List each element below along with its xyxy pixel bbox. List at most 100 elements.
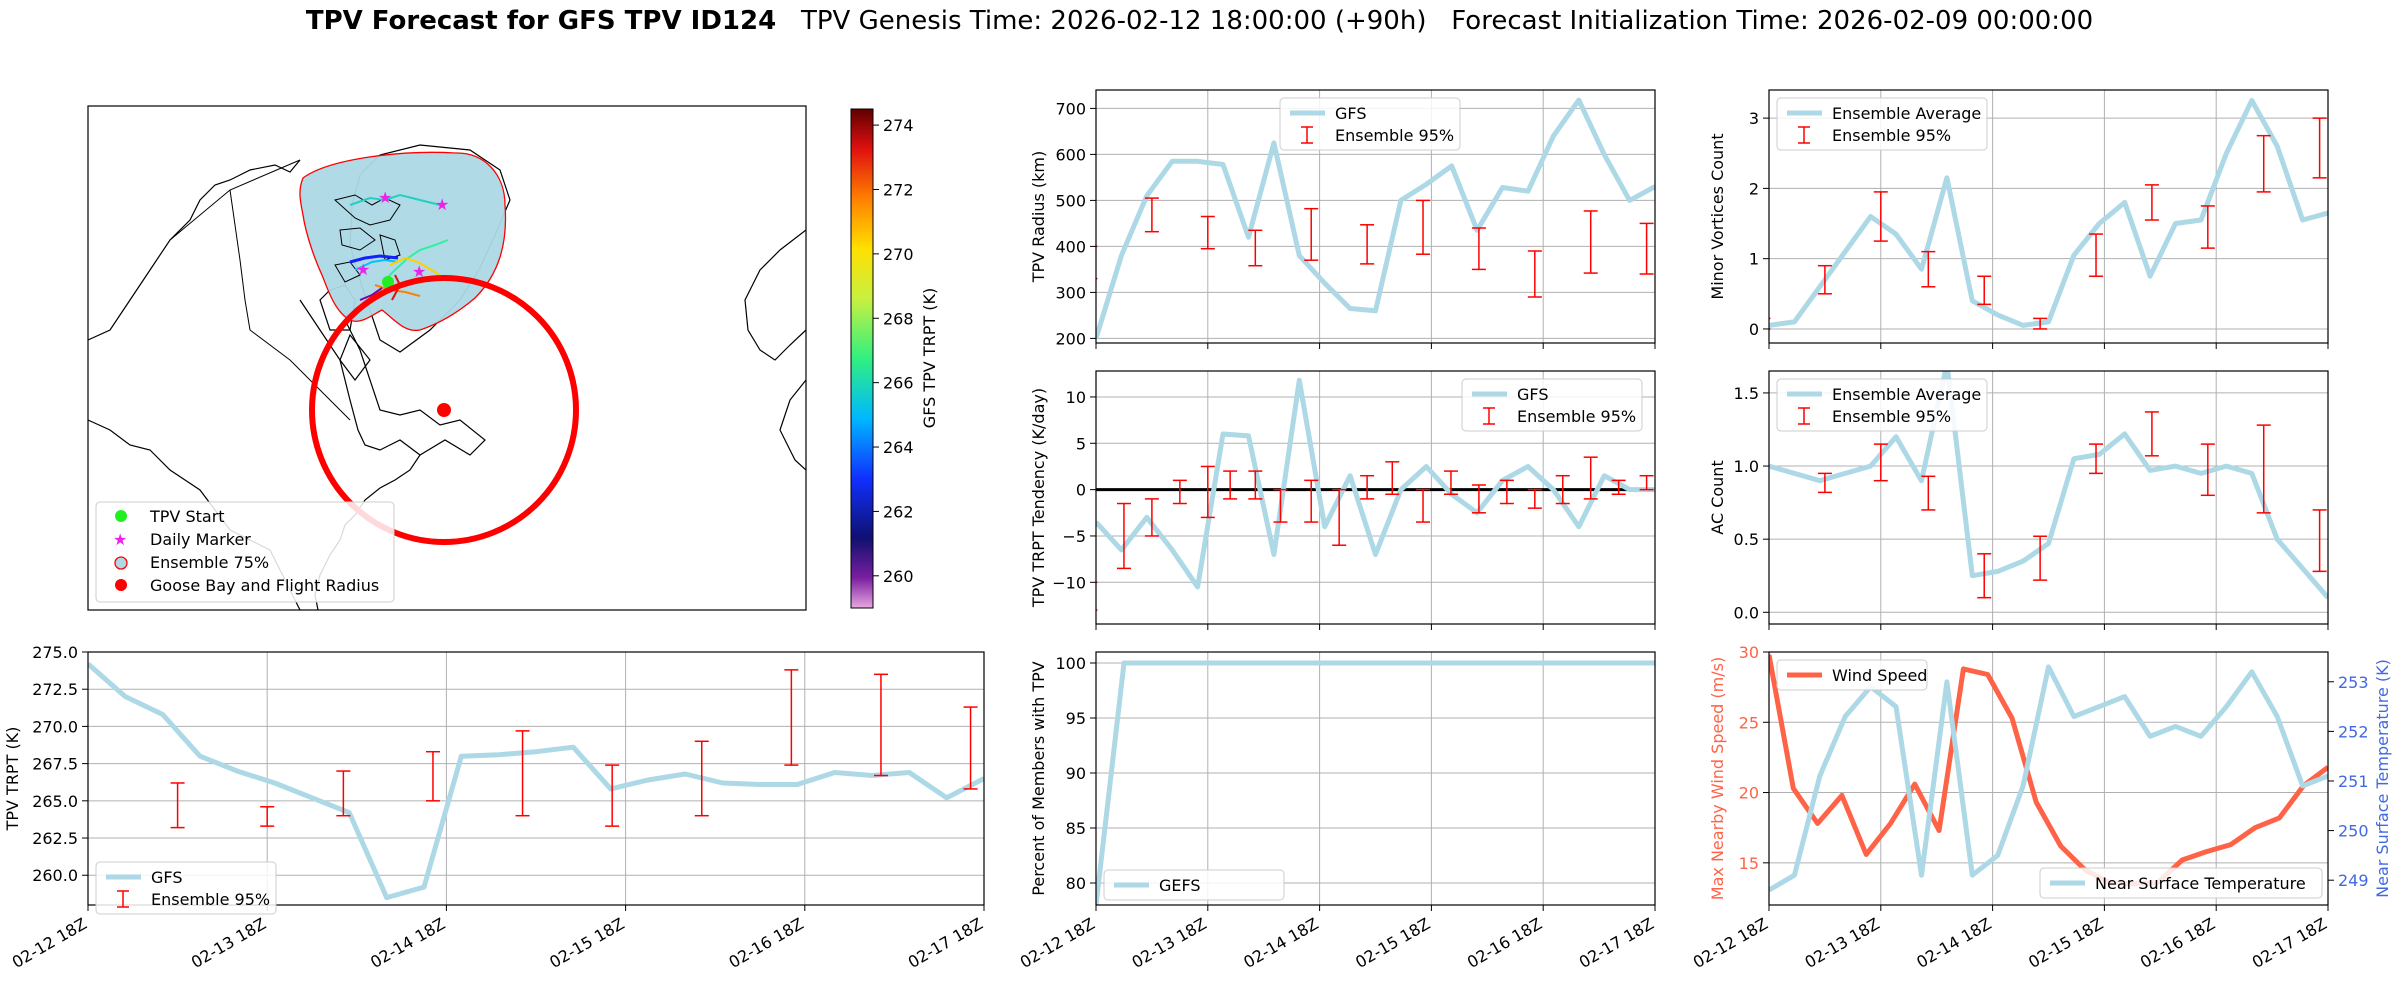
- y-tick-label: 0.0: [1734, 603, 1759, 622]
- tpv-start-marker: [382, 276, 394, 288]
- colorbar-tick-label: 266: [883, 374, 914, 393]
- y-tick-label: 30: [1739, 643, 1759, 662]
- chart-panel-radius: 200 300 400 500 600 700 TPV Radius (km) GFS Ense…: [1029, 89, 1656, 349]
- colorbar-tick-label: 272: [883, 180, 914, 199]
- figure-title: TPV Forecast for GFS TPV ID124 TPV Genes…: [0, 6, 2399, 36]
- legend: GFS Ensemble 95%: [95, 861, 277, 915]
- y-tick-label: 200: [1055, 329, 1086, 348]
- colorbar-tick-label: 270: [883, 245, 914, 264]
- chart-panel-minor: 0 1 2 3 Minor Vortices Count Ensemble Average…: [1708, 89, 2329, 349]
- x-tick-label: 02-13 18Z: [188, 914, 269, 972]
- legend-box: [1776, 378, 1988, 432]
- y-tick-label: −5: [1062, 527, 1086, 546]
- y2-tick-label: 252: [2338, 722, 2369, 741]
- title-genesis: TPV Genesis Time: 2026-02-12 18:00:00 (+…: [800, 6, 1427, 36]
- y-axis-label: Max Nearby Wind Speed (m/s): [1708, 657, 1727, 900]
- plot-frame: [87, 651, 985, 906]
- legend-label: GFS: [1335, 104, 1366, 123]
- y-tick-label: 0: [1749, 320, 1759, 339]
- legend-ensemble-label: Ensemble 75%: [150, 553, 269, 572]
- legend-box: [2039, 867, 2323, 899]
- y-tick-label: 10: [1066, 388, 1086, 407]
- y-tick-label: 700: [1055, 99, 1086, 118]
- series-line-ensemble-average: [1769, 98, 2328, 328]
- title-bold: TPV Forecast for GFS TPV ID124: [305, 6, 777, 36]
- plot-area: [1096, 652, 1655, 905]
- y-tick-label: 1.0: [1734, 457, 1759, 476]
- series-group: [1769, 371, 2328, 600]
- x-tick-label: 02-12 18Z: [1690, 914, 1771, 972]
- series-line-wind-speed: [1769, 654, 2328, 887]
- y-axis-label: TPV TRPT Tendency (K/day): [1029, 388, 1048, 608]
- flight-radius-circle: [309, 275, 579, 545]
- daily-marker-2: ★: [412, 262, 426, 281]
- legend-label: GFS: [1517, 385, 1548, 404]
- legend-daily-icon: ★: [113, 530, 127, 549]
- y-tick-label: 272.5: [32, 680, 78, 699]
- legend-label: Ensemble 95%: [1832, 407, 1951, 426]
- boundary-line: [169, 159, 351, 421]
- colorbar-tick-label: 260: [883, 567, 914, 586]
- y-tick-label: 260.0: [32, 866, 78, 885]
- series-line-gfs: [1096, 377, 1655, 590]
- series-line-gefs: [1096, 660, 1655, 905]
- legend-start-label: TPV Start: [149, 507, 225, 526]
- map-legend: TPV Start ★ Daily Marker Ensemble 75% Go…: [95, 501, 395, 603]
- x-tick-label: 02-13 18Z: [1129, 914, 1210, 972]
- y-tick-label: 0: [1076, 481, 1086, 500]
- y-tick-label: 275.0: [32, 643, 78, 662]
- series-group: [1769, 654, 2328, 893]
- legend-goosebay-icon: [115, 579, 127, 591]
- chart-panel-trpt: 260.0 262.5 265.0 267.5 270.0 272.5 275.0 02-12…: [3, 643, 986, 972]
- series-line-gfs: [88, 662, 984, 901]
- y-tick-label: 80: [1066, 874, 1086, 893]
- y2-tick-label: 250: [2338, 822, 2369, 841]
- coastline-canada-east: [299, 299, 486, 456]
- legend-wind-label: Wind Speed: [1832, 666, 1927, 685]
- legend-label: Ensemble 95%: [1335, 126, 1454, 145]
- legend-label: Ensemble 95%: [1832, 126, 1951, 145]
- series-line-near-surface-temperature: [1769, 664, 2328, 893]
- map-panel: ★ ★ ★ ★ TPV Start ★ Daily Marker Ensembl…: [87, 105, 939, 611]
- legend-box: [1776, 659, 1928, 691]
- legend: GFS Ensemble 95%: [1279, 97, 1461, 151]
- x-tick-label: 02-16 18Z: [726, 914, 807, 972]
- y2-axis-label: Near Surface Temperature (K): [2373, 659, 2392, 898]
- daily-marker-1: ★: [356, 260, 370, 279]
- y-tick-label: 270.0: [32, 717, 78, 736]
- colorbar: GFS TPV TRPT (K) 260 262 264 266 268 270 272 27…: [850, 108, 939, 609]
- series-line-gfs: [1096, 97, 1655, 340]
- x-tick-label: 02-14 18Z: [1240, 914, 1321, 972]
- plot-frame: [1095, 651, 1656, 906]
- coastline-alaska: [88, 159, 301, 341]
- legend-temp-label: Near Surface Temperature: [2095, 874, 2306, 893]
- plot-frame: [1095, 370, 1656, 625]
- chart-panel-tendency: −10 −5 0 5 10 TPV TRPT Tendency (K/day) GFS Ens…: [1029, 370, 1656, 630]
- legend-ensemble-icon: [114, 556, 128, 570]
- y2-tick-label: 253: [2338, 673, 2369, 692]
- chart-panel-members: 80 85 90 95 100 02-12 18Z 02-13 18Z 02-14 18Z 02…: [1017, 651, 1657, 972]
- y-axis-label: TPV Radius (km): [1029, 151, 1048, 284]
- daily-marker-4: ★: [378, 188, 392, 207]
- x-tick-label: 02-13 18Z: [1802, 914, 1883, 972]
- y-tick-label: 267.5: [32, 755, 78, 774]
- series-group: [1096, 660, 1655, 905]
- series-group: [1096, 377, 1655, 611]
- y-tick-label: 400: [1055, 237, 1086, 256]
- x-tick-label: 02-17 18Z: [1576, 914, 1657, 972]
- y-tick-label: 3: [1749, 109, 1759, 128]
- y-tick-label: 2: [1749, 179, 1759, 198]
- chart-panel-wind: 15 20 25 30 02-12 18Z 02-13 18Z 02-14 18Z 02-15…: [1690, 643, 2392, 972]
- y-tick-label: 1.5: [1734, 384, 1759, 403]
- x-tick-label: 02-16 18Z: [2137, 914, 2218, 972]
- legend-start-icon: [115, 510, 127, 522]
- x-tick-label: 02-14 18Z: [1913, 914, 1994, 972]
- colorbar-tick-label: 262: [883, 502, 914, 521]
- colorbar-label: GFS TPV TRPT (K): [920, 288, 939, 428]
- legend-box: [1103, 869, 1285, 901]
- goose-bay-marker: [437, 403, 451, 417]
- legend-label: GEFS: [1159, 876, 1201, 895]
- y-tick-label: 600: [1055, 145, 1086, 164]
- x-tick-label: 02-14 18Z: [367, 914, 448, 972]
- legend-goosebay-label: Goose Bay and Flight Radius: [150, 576, 379, 595]
